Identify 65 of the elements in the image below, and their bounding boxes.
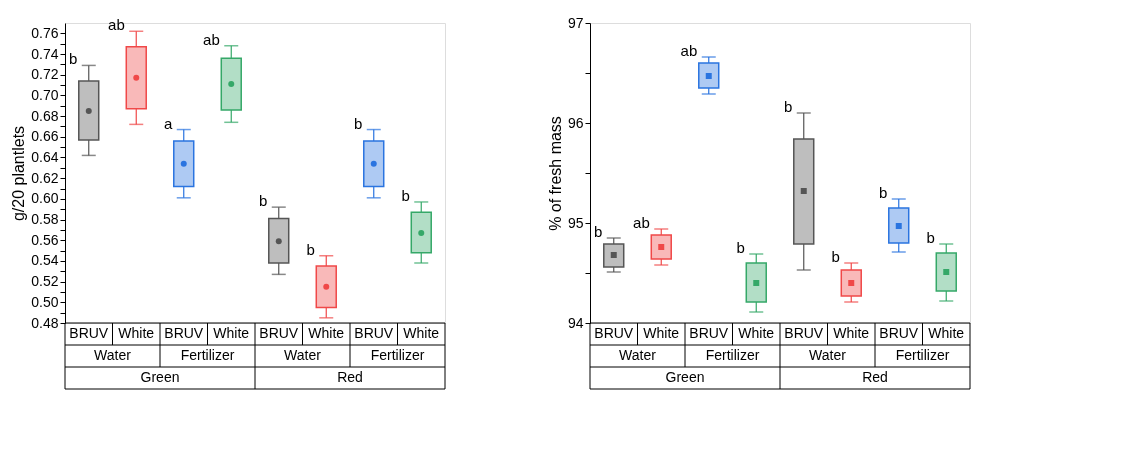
text: Fertilizer	[370, 347, 425, 363]
x-tick-label: White	[928, 325, 965, 341]
annotation: b	[783, 98, 793, 115]
y-axis-title: % of fresh mass	[546, 116, 564, 231]
y-tick-label: 0.66	[31, 128, 59, 145]
x-tick-label: White	[403, 325, 440, 341]
y-tick-label: 0.48	[31, 314, 59, 331]
annotation: b	[353, 114, 363, 132]
text: Red	[862, 369, 888, 385]
y-tick-label: 0.58	[31, 211, 59, 228]
y-tick-label: 0.72	[31, 66, 59, 83]
x-tick-label: White	[643, 325, 680, 341]
x-tick-label: White	[308, 325, 345, 341]
x-tick-label: BRUV	[879, 325, 919, 341]
y-tick-label: 0.76	[31, 24, 59, 41]
text: Green	[140, 369, 180, 385]
y-tick-label: 95	[567, 214, 584, 231]
y-tick-label: 0.56	[31, 231, 59, 248]
annotation: ab	[203, 30, 220, 48]
text: Fertilizer	[705, 347, 760, 363]
x-tick-label: White	[118, 325, 155, 341]
annotation: b	[306, 240, 315, 258]
y-tick-label: 0.68	[31, 107, 59, 124]
annotation: ab	[680, 42, 698, 59]
annotation: b	[401, 186, 410, 204]
text: Water	[94, 347, 132, 363]
y-tick-label: 0.64	[31, 148, 59, 165]
text: Water	[619, 347, 657, 363]
annotation: b	[926, 229, 935, 246]
y-tick-label: 0.50	[31, 293, 59, 310]
x-tick-label: BRUV	[689, 325, 729, 341]
x-tick-label: White	[738, 325, 775, 341]
x-tick-label: White	[833, 325, 870, 341]
y-tick-label: 0.74	[31, 45, 59, 62]
y-tick-label: 97	[567, 14, 584, 31]
annotation: ab	[108, 16, 125, 34]
text: Green	[665, 369, 705, 385]
annotation: a	[163, 114, 173, 132]
x-tick-label: BRUV	[259, 325, 299, 341]
annotation: b	[68, 50, 78, 68]
text: Water	[809, 347, 847, 363]
y-tick-label: 0.62	[31, 169, 59, 186]
x-tick-label: BRUV	[594, 325, 634, 341]
y-tick-label: 94	[567, 314, 584, 331]
y-tick-label: 0.60	[31, 190, 59, 207]
x-tick-label: BRUV	[784, 325, 824, 341]
y-tick-label: 0.54	[31, 252, 59, 269]
annotation: ab	[633, 214, 650, 231]
text: Red	[337, 369, 363, 385]
text: Fertilizer	[895, 347, 950, 363]
y-tick-label: 0.52	[31, 273, 59, 290]
annotation: b	[878, 184, 888, 201]
y-tick-label: 0.70	[31, 86, 59, 103]
annotation: b	[736, 239, 745, 256]
x-tick-label: BRUV	[69, 325, 109, 341]
y-tick-label: 96	[567, 114, 584, 131]
x-tick-label: White	[213, 325, 250, 341]
x-tick-label: BRUV	[354, 325, 394, 341]
annotation: b	[258, 192, 268, 210]
x-tick-label: BRUV	[164, 325, 204, 341]
annotation: b	[831, 248, 840, 265]
text: Water	[284, 347, 322, 363]
annotation: b	[593, 223, 603, 240]
text: Fertilizer	[180, 347, 235, 363]
y-axis-title: g/20 plantlets	[10, 125, 28, 222]
